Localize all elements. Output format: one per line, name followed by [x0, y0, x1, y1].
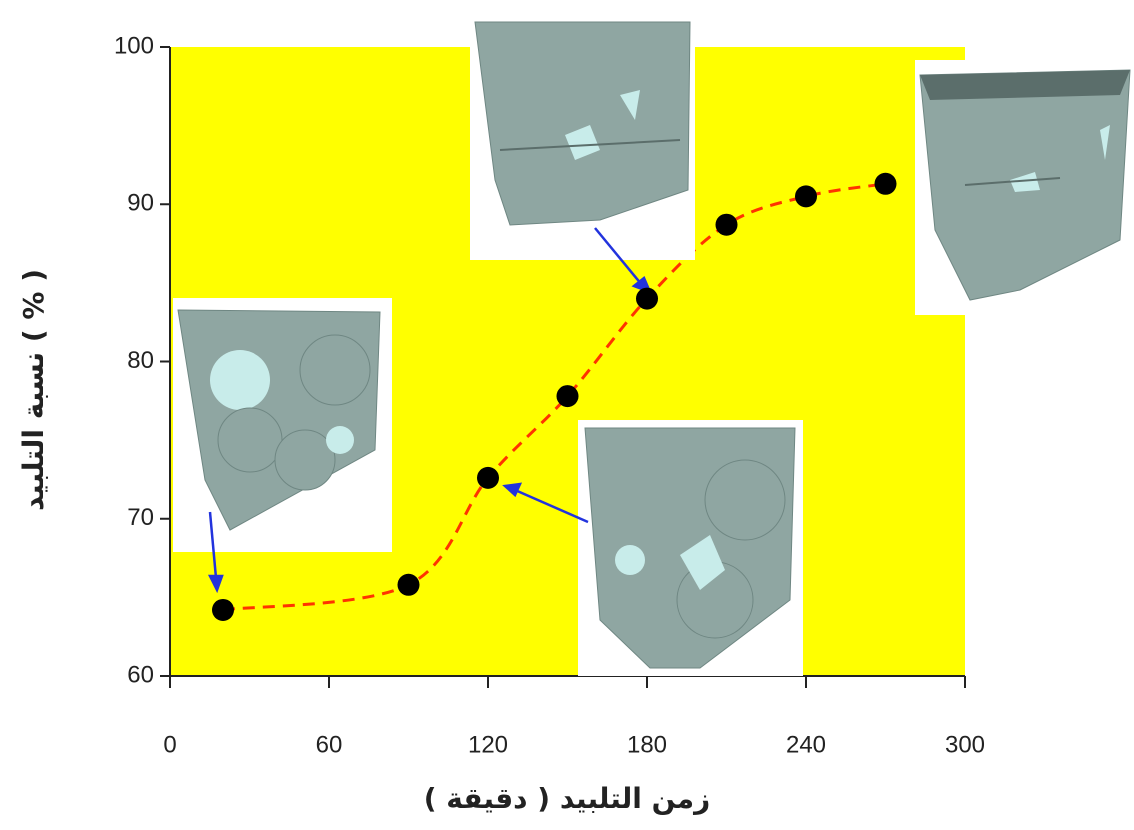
y-axis-title: نسبة التلبيد ( % )	[17, 269, 50, 511]
inset-image	[173, 298, 392, 552]
y-tick-label: 70	[127, 504, 154, 531]
y-tick-label: 60	[127, 661, 154, 688]
y-tick-label: 100	[114, 32, 154, 59]
data-point	[212, 599, 234, 621]
x-axis-title: زمن التلبيد ( دقيقة )	[424, 782, 711, 815]
x-tick-label: 300	[945, 731, 985, 758]
x-tick-label: 180	[627, 731, 667, 758]
inset-image	[470, 18, 695, 260]
data-point	[477, 467, 499, 489]
data-point	[875, 173, 897, 195]
inset-image	[915, 60, 1134, 315]
data-point	[636, 288, 658, 310]
x-tick-label: 240	[786, 731, 826, 758]
chart: زمن التلبيد ( دقيقة ) نسبة التلبيد ( % )…	[0, 0, 1134, 830]
data-point	[557, 385, 579, 407]
x-tick-label: 0	[163, 731, 176, 758]
inset-image	[578, 420, 803, 676]
data-point	[795, 185, 817, 207]
y-tick-label: 90	[127, 190, 154, 217]
x-tick-label: 120	[468, 731, 508, 758]
x-tick-label: 60	[316, 731, 343, 758]
data-point	[398, 574, 420, 596]
y-tick-label: 80	[127, 347, 154, 374]
data-point	[716, 214, 738, 236]
